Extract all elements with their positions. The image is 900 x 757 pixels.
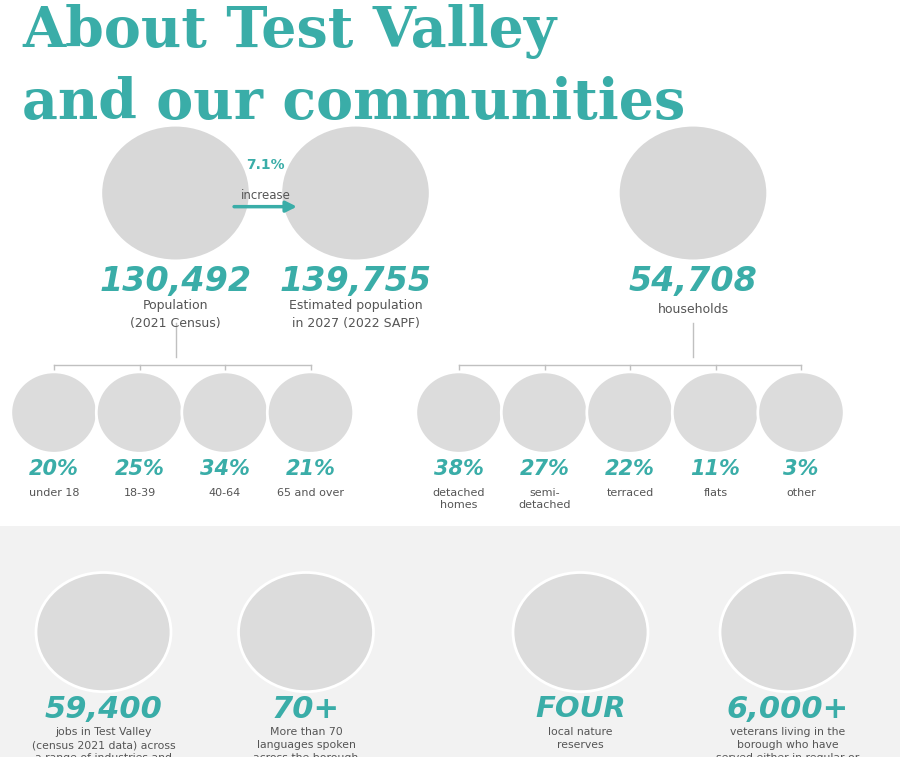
- Text: 59,400: 59,400: [45, 696, 162, 724]
- Bar: [0, 526, 900, 757]
- Text: 130,492: 130,492: [99, 265, 252, 298]
- Text: households: households: [657, 303, 729, 316]
- Text: terraced: terraced: [607, 488, 653, 498]
- Text: Population
(2021 Census): Population (2021 Census): [130, 299, 220, 330]
- Text: 70+: 70+: [272, 696, 340, 724]
- Ellipse shape: [758, 372, 844, 453]
- Text: increase: increase: [240, 189, 291, 202]
- Text: 40-64: 40-64: [209, 488, 241, 498]
- Text: semi-
detached: semi- detached: [518, 488, 571, 510]
- Text: 22%: 22%: [605, 459, 655, 479]
- Text: jobs in Test Valley
(census 2021 data) across
a range of industries and
major em: jobs in Test Valley (census 2021 data) a…: [32, 727, 176, 757]
- Text: other: other: [786, 488, 816, 498]
- Text: veterans living in the
borough who have
served either in regular or
reserve arme: veterans living in the borough who have …: [716, 727, 859, 757]
- Ellipse shape: [11, 372, 97, 453]
- Ellipse shape: [416, 372, 502, 453]
- Ellipse shape: [501, 372, 588, 453]
- Text: 11%: 11%: [690, 459, 741, 479]
- Text: and our communities: and our communities: [22, 76, 686, 131]
- Text: 65 and over: 65 and over: [277, 488, 344, 498]
- Ellipse shape: [238, 572, 374, 692]
- Text: 139,755: 139,755: [279, 265, 432, 298]
- Text: local nature
reserves: local nature reserves: [548, 727, 613, 750]
- Ellipse shape: [182, 372, 268, 453]
- Ellipse shape: [281, 125, 430, 261]
- Text: 18-39: 18-39: [123, 488, 156, 498]
- Text: 7.1%: 7.1%: [247, 158, 284, 172]
- Text: 6,000+: 6,000+: [726, 696, 849, 724]
- Text: FOUR: FOUR: [536, 696, 626, 724]
- Ellipse shape: [618, 125, 768, 261]
- Ellipse shape: [96, 372, 183, 453]
- Text: 54,708: 54,708: [628, 265, 758, 298]
- Text: 38%: 38%: [434, 459, 484, 479]
- Text: detached
homes: detached homes: [433, 488, 485, 510]
- Ellipse shape: [513, 572, 648, 692]
- Text: About Test Valley: About Test Valley: [22, 4, 557, 59]
- Ellipse shape: [587, 372, 673, 453]
- Text: under 18: under 18: [29, 488, 79, 498]
- Text: 20%: 20%: [29, 459, 79, 479]
- Text: 25%: 25%: [114, 459, 165, 479]
- Ellipse shape: [36, 572, 171, 692]
- Text: Estimated population
in 2027 (2022 SAPF): Estimated population in 2027 (2022 SAPF): [289, 299, 422, 330]
- Text: 27%: 27%: [519, 459, 570, 479]
- Text: More than 70
languages spoken
across the borough: More than 70 languages spoken across the…: [254, 727, 358, 757]
- Ellipse shape: [720, 572, 855, 692]
- Ellipse shape: [672, 372, 759, 453]
- Text: flats: flats: [704, 488, 727, 498]
- Text: 21%: 21%: [285, 459, 336, 479]
- Text: 34%: 34%: [200, 459, 250, 479]
- Ellipse shape: [101, 125, 250, 261]
- Ellipse shape: [267, 372, 354, 453]
- Text: 3%: 3%: [783, 459, 819, 479]
